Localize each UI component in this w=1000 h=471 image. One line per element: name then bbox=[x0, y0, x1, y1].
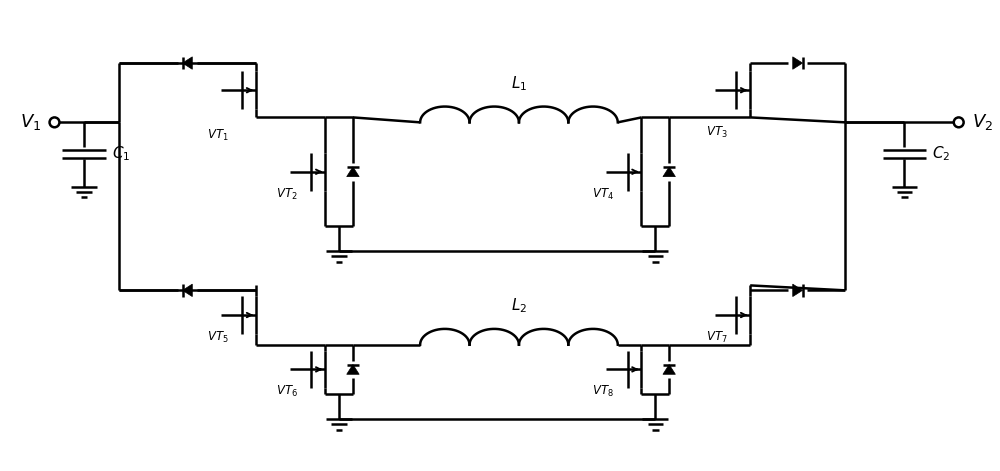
Text: $VT_7$: $VT_7$ bbox=[706, 330, 727, 345]
Polygon shape bbox=[347, 365, 359, 374]
Text: $VT_2$: $VT_2$ bbox=[276, 187, 298, 202]
Text: $VT_3$: $VT_3$ bbox=[706, 125, 727, 140]
Text: $VT_6$: $VT_6$ bbox=[276, 384, 298, 399]
Polygon shape bbox=[663, 365, 675, 374]
Text: $V_2$: $V_2$ bbox=[972, 113, 993, 132]
Polygon shape bbox=[663, 167, 675, 177]
Text: $VT_1$: $VT_1$ bbox=[207, 128, 228, 143]
Text: $L_2$: $L_2$ bbox=[511, 296, 527, 315]
Polygon shape bbox=[347, 167, 359, 177]
Polygon shape bbox=[183, 57, 192, 69]
Polygon shape bbox=[793, 284, 803, 297]
Text: $V_1$: $V_1$ bbox=[20, 113, 42, 132]
Text: $VT_4$: $VT_4$ bbox=[592, 187, 614, 202]
Text: $C_1$: $C_1$ bbox=[112, 145, 130, 163]
Polygon shape bbox=[793, 57, 803, 69]
Text: $C_2$: $C_2$ bbox=[932, 145, 950, 163]
Text: $VT_5$: $VT_5$ bbox=[207, 330, 228, 345]
Text: $L_1$: $L_1$ bbox=[511, 74, 527, 93]
Text: $VT_8$: $VT_8$ bbox=[592, 384, 614, 399]
Polygon shape bbox=[183, 284, 192, 297]
